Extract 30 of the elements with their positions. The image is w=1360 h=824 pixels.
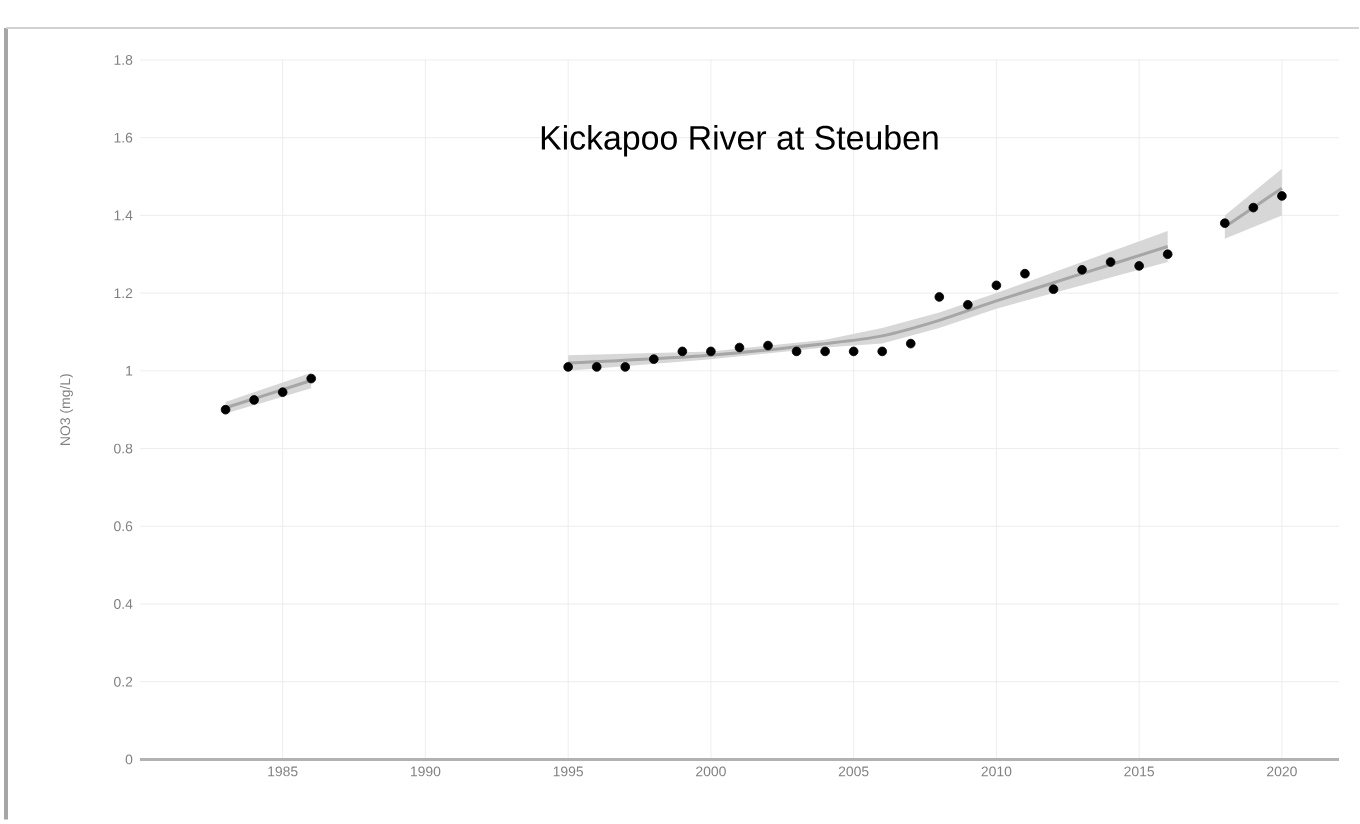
point (249, 395, 259, 406)
point (763, 341, 773, 351)
point (963, 300, 973, 310)
point (591, 362, 602, 373)
point (1162, 249, 1173, 260)
point (1134, 261, 1144, 271)
point (1020, 269, 1030, 279)
point (1048, 284, 1059, 295)
point (820, 346, 830, 357)
point (991, 280, 1002, 291)
point (649, 354, 659, 365)
point (620, 362, 631, 373)
point (848, 346, 859, 357)
point (1277, 191, 1287, 202)
point (220, 405, 231, 415)
point (563, 362, 573, 373)
point (1220, 218, 1230, 229)
point (791, 346, 802, 357)
point (905, 339, 916, 349)
point (1248, 203, 1259, 213)
point (734, 343, 745, 353)
point (1077, 265, 1087, 275)
point (277, 387, 288, 398)
point (306, 374, 316, 384)
point (1105, 257, 1116, 268)
point (706, 346, 716, 357)
point (677, 346, 688, 357)
point (877, 346, 887, 357)
point (934, 292, 945, 303)
text: Kickapoo River at Steuben (541, 125, 938, 157)
